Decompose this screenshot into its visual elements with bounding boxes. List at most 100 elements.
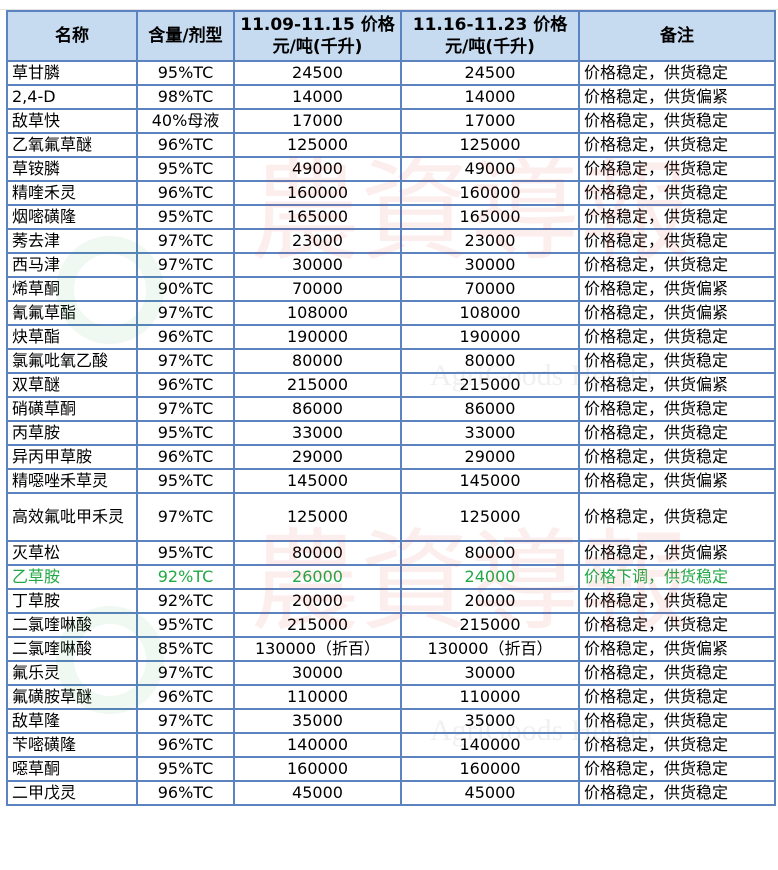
table-row: 异丙甲草胺 96%TC 29000 29000 价格稳定，供货稳定 bbox=[6, 444, 776, 470]
cell-remark: 价格稳定，供货偏紧 bbox=[578, 372, 776, 398]
table-row: 烯草酮 90%TC 70000 70000 价格稳定，供货偏紧 bbox=[6, 276, 776, 302]
cell-remark: 价格稳定，供货稳定 bbox=[578, 420, 776, 446]
table-row: 氟磺胺草醚 96%TC 110000 110000 价格稳定，供货稳定 bbox=[6, 684, 776, 710]
cell-remark: 价格稳定，供货稳定 bbox=[578, 324, 776, 350]
cell-remark: 价格稳定，供货稳定 bbox=[578, 708, 776, 734]
cell-price-week1: 108000 bbox=[233, 300, 402, 326]
cell-price-week1: 145000 bbox=[233, 468, 402, 494]
cell-content: 92%TC bbox=[136, 564, 235, 590]
table-row: 乙草胺 92%TC 26000 24000 价格下调，供货稳定 bbox=[6, 564, 776, 590]
cell-content: 95%TC bbox=[136, 420, 235, 446]
cell-remark: 价格稳定，供货稳定 bbox=[578, 492, 776, 542]
cell-content: 98%TC bbox=[136, 84, 235, 110]
cell-name: 乙氧氟草醚 bbox=[6, 132, 138, 158]
cell-price-week2: 70000 bbox=[400, 276, 580, 302]
cell-price-week2: 30000 bbox=[400, 252, 580, 278]
cell-remark: 价格稳定，供货偏紧 bbox=[578, 276, 776, 302]
cell-name: 精噁唑禾草灵 bbox=[6, 468, 138, 494]
cell-price-week2: 145000 bbox=[400, 468, 580, 494]
table-row: 草甘膦 95%TC 24500 24500 价格稳定，供货稳定 bbox=[6, 60, 776, 86]
cell-remark: 价格稳定，供货稳定 bbox=[578, 732, 776, 758]
cell-remark: 价格稳定，供货偏紧 bbox=[578, 540, 776, 566]
table-row: 炔草酯 96%TC 190000 190000 价格稳定，供货稳定 bbox=[6, 324, 776, 350]
table-row: 二甲戊灵 96%TC 45000 45000 价格稳定，供货稳定 bbox=[6, 780, 776, 806]
cell-remark: 价格稳定，供货稳定 bbox=[578, 60, 776, 86]
cell-price-week1: 30000 bbox=[233, 252, 402, 278]
cell-content: 95%TC bbox=[136, 756, 235, 782]
cell-content: 95%TC bbox=[136, 204, 235, 230]
cell-price-week2: 125000 bbox=[400, 132, 580, 158]
cell-price-week1: 140000 bbox=[233, 732, 402, 758]
cell-content: 97%TC bbox=[136, 348, 235, 374]
cell-content: 96%TC bbox=[136, 732, 235, 758]
table-row: 高效氟吡甲禾灵 97%TC 125000 125000 价格稳定，供货稳定 bbox=[6, 492, 776, 542]
table-row: 噁草酮 95%TC 160000 160000 价格稳定，供货稳定 bbox=[6, 756, 776, 782]
cell-price-week2: 160000 bbox=[400, 180, 580, 206]
cell-remark: 价格稳定，供货稳定 bbox=[578, 396, 776, 422]
cell-content: 96%TC bbox=[136, 372, 235, 398]
cell-content: 95%TC bbox=[136, 612, 235, 638]
cell-name: 噁草酮 bbox=[6, 756, 138, 782]
table-row: 精噁唑禾草灵 95%TC 145000 145000 价格稳定，供货偏紧 bbox=[6, 468, 776, 494]
cell-content: 85%TC bbox=[136, 636, 235, 662]
table-row: 莠去津 97%TC 23000 23000 价格稳定，供货稳定 bbox=[6, 228, 776, 254]
header-price-week1: 11.09-11.15 价格元/吨(千升) bbox=[233, 10, 402, 62]
table-row: 丙草胺 95%TC 33000 33000 价格稳定，供货稳定 bbox=[6, 420, 776, 446]
cell-remark: 价格稳定，供货稳定 bbox=[578, 684, 776, 710]
cell-remark: 价格稳定，供货稳定 bbox=[578, 444, 776, 470]
cell-name: 丁草胺 bbox=[6, 588, 138, 614]
table-row: 二氯喹啉酸 95%TC 215000 215000 价格稳定，供货稳定 bbox=[6, 612, 776, 638]
cell-price-week2: 14000 bbox=[400, 84, 580, 110]
table-row: 敌草快 40%母液 17000 17000 价格稳定，供货稳定 bbox=[6, 108, 776, 134]
cell-name: 草铵膦 bbox=[6, 156, 138, 182]
cell-remark: 价格稳定，供货稳定 bbox=[578, 204, 776, 230]
cell-content: 97%TC bbox=[136, 300, 235, 326]
cell-name: 二甲戊灵 bbox=[6, 780, 138, 806]
cell-name: 烟嘧磺隆 bbox=[6, 204, 138, 230]
cell-remark: 价格稳定，供货稳定 bbox=[578, 588, 776, 614]
cell-content: 96%TC bbox=[136, 684, 235, 710]
cell-price-week2: 30000 bbox=[400, 660, 580, 686]
cell-price-week1: 125000 bbox=[233, 492, 402, 542]
cell-price-week2: 23000 bbox=[400, 228, 580, 254]
cell-content: 97%TC bbox=[136, 492, 235, 542]
cell-price-week1: 190000 bbox=[233, 324, 402, 350]
cell-price-week2: 190000 bbox=[400, 324, 580, 350]
cell-price-week2: 29000 bbox=[400, 444, 580, 470]
cell-name: 硝磺草酮 bbox=[6, 396, 138, 422]
cell-price-week2: 24000 bbox=[400, 564, 580, 590]
cell-name: 高效氟吡甲禾灵 bbox=[6, 492, 138, 542]
cell-content: 97%TC bbox=[136, 396, 235, 422]
cell-price-week1: 20000 bbox=[233, 588, 402, 614]
cell-price-week2: 108000 bbox=[400, 300, 580, 326]
table-row: 氟乐灵 97%TC 30000 30000 价格稳定，供货稳定 bbox=[6, 660, 776, 686]
cell-price-week1: 130000（折百） bbox=[233, 636, 402, 662]
table-row: 硝磺草酮 97%TC 86000 86000 价格稳定，供货稳定 bbox=[6, 396, 776, 422]
cell-price-week2: 35000 bbox=[400, 708, 580, 734]
cell-name: 烯草酮 bbox=[6, 276, 138, 302]
cell-price-week2: 17000 bbox=[400, 108, 580, 134]
cell-price-week1: 29000 bbox=[233, 444, 402, 470]
cell-name: 炔草酯 bbox=[6, 324, 138, 350]
cell-remark: 价格稳定，供货稳定 bbox=[578, 132, 776, 158]
cell-remark: 价格稳定，供货稳定 bbox=[578, 660, 776, 686]
header-price-week2: 11.16-11.23 价格元/吨(千升) bbox=[400, 10, 580, 62]
cell-content: 95%TC bbox=[136, 540, 235, 566]
header-name: 名称 bbox=[6, 10, 138, 62]
cell-price-week1: 14000 bbox=[233, 84, 402, 110]
cell-content: 90%TC bbox=[136, 276, 235, 302]
cell-content: 96%TC bbox=[136, 132, 235, 158]
cell-price-week1: 80000 bbox=[233, 540, 402, 566]
cell-name: 双草醚 bbox=[6, 372, 138, 398]
cell-price-week1: 33000 bbox=[233, 420, 402, 446]
cell-name: 草甘膦 bbox=[6, 60, 138, 86]
cell-name: 西马津 bbox=[6, 252, 138, 278]
table-row: 丁草胺 92%TC 20000 20000 价格稳定，供货稳定 bbox=[6, 588, 776, 614]
cell-price-week2: 110000 bbox=[400, 684, 580, 710]
cell-price-week2: 165000 bbox=[400, 204, 580, 230]
cell-remark: 价格稳定，供货稳定 bbox=[578, 348, 776, 374]
cell-remark: 价格稳定，供货稳定 bbox=[578, 180, 776, 206]
cell-price-week2: 160000 bbox=[400, 756, 580, 782]
cell-price-week1: 86000 bbox=[233, 396, 402, 422]
cell-price-week1: 49000 bbox=[233, 156, 402, 182]
